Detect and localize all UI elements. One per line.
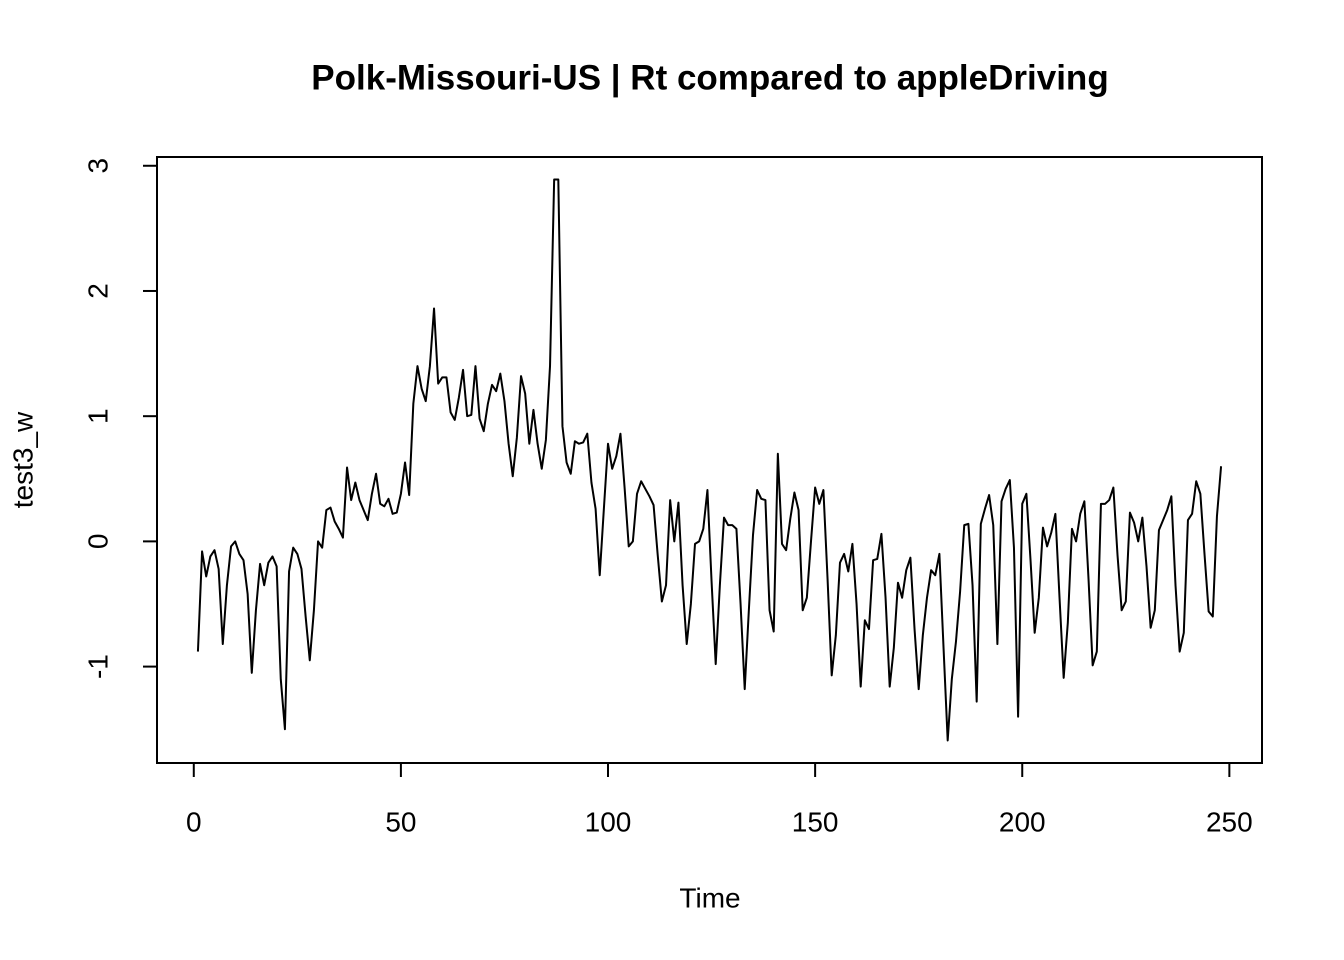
data-line	[196, 178, 1223, 742]
x-tick-label: 50	[385, 806, 416, 837]
y-tick-label: 1	[82, 408, 113, 424]
x-tick-label: 150	[792, 806, 839, 837]
chart-title: Polk-Missouri-US | Rt compared to appleD…	[311, 58, 1108, 97]
x-axis-label: Time	[679, 882, 740, 913]
x-tick-label: 250	[1206, 806, 1253, 837]
y-tick-label: 3	[82, 158, 113, 174]
x-tick-label: 200	[999, 806, 1046, 837]
x-tick-label: 0	[186, 806, 202, 837]
y-tick-label: 2	[82, 283, 113, 299]
plot-box	[156, 156, 1263, 764]
y-axis-label: test3_w	[7, 411, 38, 508]
y-tick-label: 0	[82, 534, 113, 550]
x-tick-label: 100	[585, 806, 632, 837]
y-tick-label: -1	[82, 654, 113, 679]
